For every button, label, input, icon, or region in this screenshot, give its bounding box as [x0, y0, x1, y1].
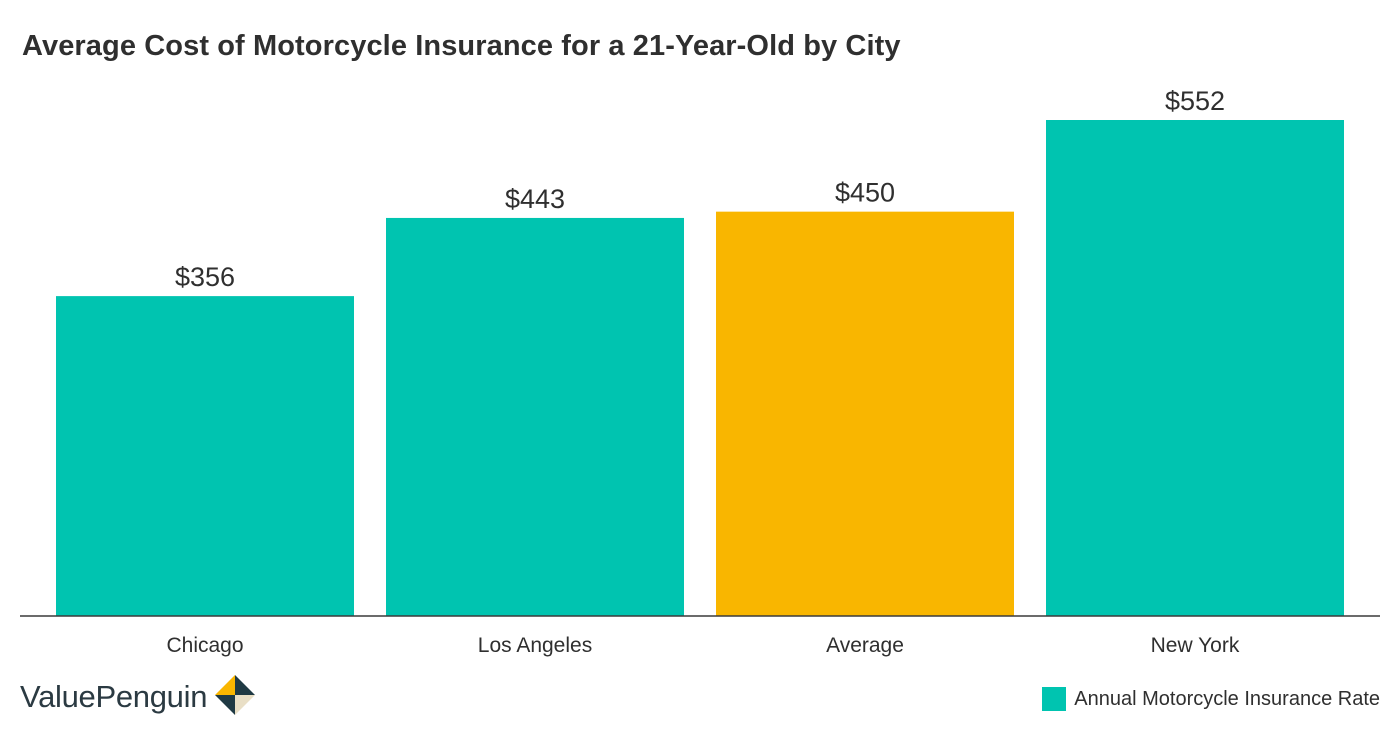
legend-swatch	[1042, 687, 1067, 711]
bar-chicago	[56, 296, 354, 616]
value-label: $552	[1165, 86, 1225, 116]
bar-new-york	[1046, 120, 1344, 616]
value-label: $450	[835, 178, 895, 208]
value-label: $443	[505, 184, 565, 214]
valuepenguin-logo: ValuePenguin	[20, 672, 257, 722]
brand-name: ValuePenguin	[20, 679, 208, 714]
category-label: New York	[1151, 634, 1240, 657]
bars-group	[56, 120, 1344, 617]
legend: Annual Motorcycle Insurance Rate	[1042, 687, 1380, 711]
value-label: $356	[175, 262, 235, 292]
category-label: Chicago	[166, 634, 243, 657]
bar-average	[716, 211, 1014, 617]
chart-title: Average Cost of Motorcycle Insurance for…	[22, 30, 901, 62]
category-labels-group: Chicago Los Angeles Average New York	[166, 634, 1239, 657]
value-labels-group: $356 $443 $450 $552	[175, 86, 1225, 292]
bar-los-angeles	[386, 217, 684, 617]
category-label: Los Angeles	[478, 634, 592, 657]
category-label: Average	[826, 634, 904, 657]
valuepenguin-diamond-icon	[215, 675, 256, 715]
legend-label: Annual Motorcycle Insurance Rate	[1074, 687, 1380, 710]
